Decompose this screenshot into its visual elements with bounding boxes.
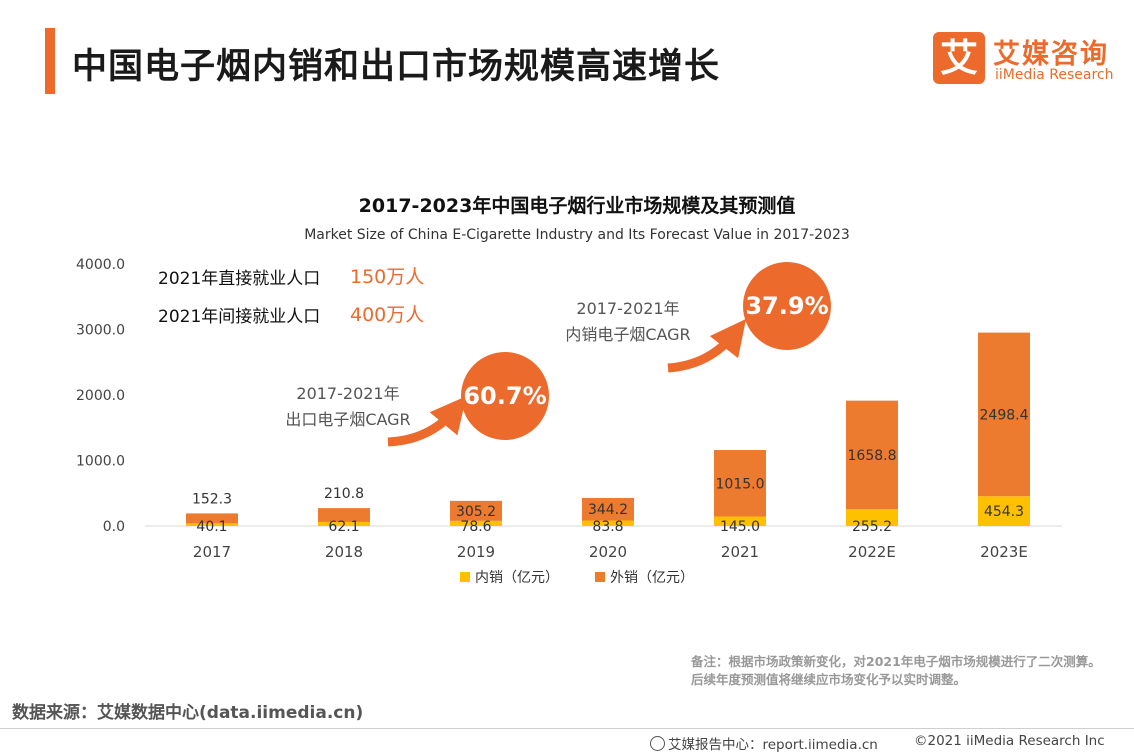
data-source: 数据来源：艾媒数据中心(data.iimedia.cn) (12, 703, 364, 723)
cagr-export-bubble: 60.7% (461, 352, 549, 440)
logo-en-text: iiMedia Research (995, 67, 1114, 83)
data-label-domestic: 83.8 (592, 519, 623, 535)
employment-indirect-label: 2021年间接就业人口 (158, 307, 321, 327)
data-label-domestic: 145.0 (720, 519, 760, 535)
data-label-export: 1015.0 (716, 476, 765, 492)
y-tick-label: 0.0 (103, 519, 125, 535)
employment-direct-value: 150万人 (350, 266, 425, 288)
legend-label: 外销（亿元） (610, 570, 694, 586)
data-label-export: 152.3 (192, 491, 232, 507)
legend-swatch (595, 572, 605, 582)
chart-subtitle: Market Size of China E-Cigarette Industr… (304, 227, 850, 243)
bar-domestic (186, 523, 238, 526)
bar-export (318, 508, 370, 522)
globe-icon (650, 736, 665, 751)
cagr-domestic-bubble: 37.9% (743, 262, 831, 350)
x-tick-label: 2020 (589, 543, 627, 561)
bar-domestic (318, 521, 370, 526)
footer-report-link[interactable]: 艾媒报告中心：report.iimedia.cn (650, 733, 878, 753)
cagr-arrow-export (387, 396, 467, 447)
legend-label: 内销（亿元） (475, 570, 559, 586)
bar-domestic (582, 520, 634, 526)
cagr-domestic-line1: 2017-2021年 (576, 299, 680, 318)
x-tick-label: 2018 (325, 543, 363, 561)
bar-domestic (450, 520, 502, 526)
cagr-domestic-label: 2017-2021年 内销电子烟CAGR (548, 296, 708, 348)
cagr-export-line2: 出口电子烟CAGR (285, 410, 411, 429)
y-tick-label: 3000.0 (76, 323, 125, 339)
cagr-export-label: 2017-2021年 出口电子烟CAGR (268, 381, 428, 433)
page-title: 中国电子烟内销和出口市场规模高速增长 (72, 47, 721, 87)
x-tick-label: 2019 (457, 543, 495, 561)
x-tick-label: 2017 (193, 543, 231, 561)
cagr-domestic-line2: 内销电子烟CAGR (565, 325, 691, 344)
bar-export (582, 497, 634, 521)
bar-domestic (978, 496, 1030, 526)
data-label-export: 305.2 (456, 504, 496, 520)
bar-export (714, 450, 766, 517)
data-label-domestic: 255.2 (852, 519, 892, 535)
bar-export (846, 400, 898, 510)
footer-divider (0, 728, 1134, 729)
chart-note: 备注：根据市场政策新变化，对2021年电子烟市场规模进行了二次测算。后续年度预测… (691, 654, 1101, 687)
data-label-domestic: 78.6 (460, 519, 491, 535)
logo-mark: 艾 (933, 32, 985, 84)
legend-swatch (460, 572, 470, 582)
bar-domestic (714, 516, 766, 526)
bar-export (450, 500, 502, 521)
data-label-domestic: 40.1 (196, 519, 227, 535)
y-tick-label: 4000.0 (76, 257, 125, 273)
data-label-export: 344.2 (588, 502, 628, 518)
data-label-export: 1658.8 (848, 448, 897, 464)
x-tick-label: 2022E (848, 543, 896, 561)
employment-indirect-value: 400万人 (350, 304, 425, 326)
title-accent-bar (45, 28, 55, 94)
y-tick-label: 1000.0 (76, 454, 125, 470)
footer-report-text: 艾媒报告中心：report.iimedia.cn (668, 737, 878, 753)
data-label-export: 210.8 (324, 486, 364, 502)
x-tick-label: 2021 (721, 543, 759, 561)
chart-title: 2017-2023年中国电子烟行业市场规模及其预测值 (358, 195, 796, 217)
bar-export (186, 513, 238, 524)
iimedia-logo: 艾 艾媒咨询 iiMedia Research (933, 32, 1114, 88)
footer-copyright: ©2021 iiMedia Research Inc (914, 733, 1105, 749)
data-label-export: 2498.4 (980, 407, 1029, 423)
data-label-domestic: 454.3 (984, 504, 1024, 520)
x-tick-label: 2023E (980, 543, 1028, 561)
data-label-domestic: 62.1 (328, 519, 359, 535)
cagr-arrow-domestic (667, 318, 747, 373)
cagr-export-line1: 2017-2021年 (296, 384, 400, 403)
logo-cn-text: 艾媒咨询 (993, 39, 1109, 70)
y-tick-label: 2000.0 (76, 388, 125, 404)
employment-direct-label: 2021年直接就业人口 (158, 269, 321, 289)
bar-domestic (846, 509, 898, 526)
bar-export (978, 332, 1030, 497)
